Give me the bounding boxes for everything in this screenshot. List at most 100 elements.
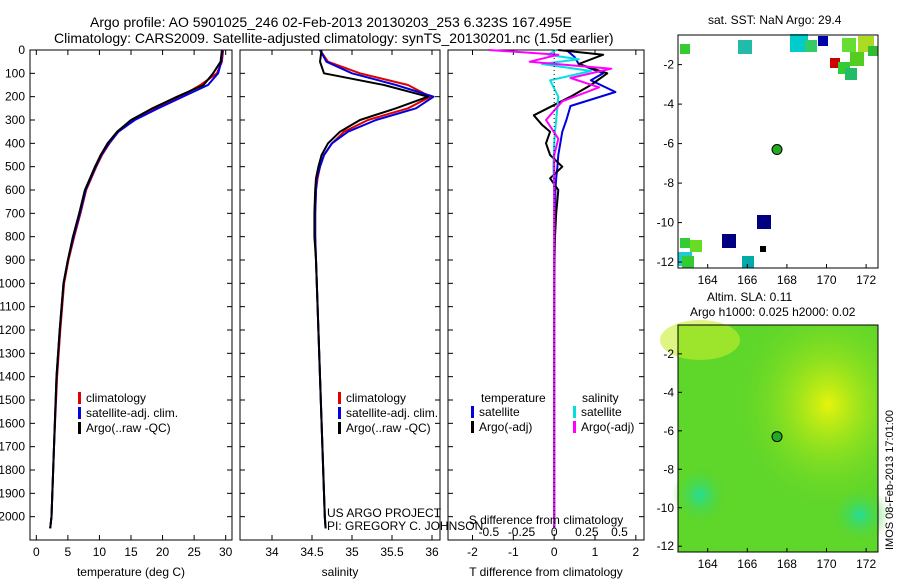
temperature-ytick-label: 800 [5,230,25,244]
argo-location-marker [771,144,783,156]
series-satellite-adj-clim- [314,49,435,529]
sal-legend-1-swatch [338,407,341,419]
differences-xtick-label: -1 [508,545,519,559]
temperature-xtick-label: 10 [93,545,107,559]
map_sst-xtick-label: 164 [698,273,718,287]
series-argo-raw-qc- [313,49,429,529]
sst-pixel [760,246,766,252]
series-salinity-argo-adj- [488,49,613,529]
temperature-ytick-label: 700 [5,206,25,220]
series-satellite-adj-clim- [49,49,224,529]
temp-legend-1-swatch [78,407,81,419]
sst-pixel [757,215,771,229]
sla-map-panel: 164 166 168 170 172 -2 -4 -6 -8 -10 -12 [657,320,890,571]
sst-pixel [805,40,817,52]
temperature-ytick-label: 600 [5,183,25,197]
map_sla-xtick-label: 172 [856,557,876,571]
sla-field-low-west [672,465,728,525]
sla-field-high-north [660,320,740,360]
sst-pixel [830,58,840,68]
temperature-ytick-label: 0 [18,43,25,57]
sst-pixel [845,68,857,80]
diff-secondary-tick-label: 0 [551,525,558,539]
sst-pixel [868,46,878,56]
temperature-xtick-label: 15 [124,545,138,559]
map_sst-ytick-label: -4 [663,97,674,111]
map_sst-xtick-label: 168 [777,273,797,287]
sst-pixel [682,256,694,268]
map_sst-xtick-label: 170 [816,273,836,287]
temperature-ytick-label: 1900 [0,486,25,500]
credit-line1: US ARGO PROJECT [327,506,442,520]
diff-legend-temp-title: temperature [481,391,546,405]
temp-legend-1-label: satellite-adj. clim. [86,406,178,420]
temperature-ytick-label: 1500 [0,393,25,407]
sal-legend-0-swatch [338,392,341,404]
temperature-xtick-label: 25 [187,545,201,559]
sla-map-title-line1: Altim. SLA: 0.11 [707,290,792,304]
temperature-xtick-label: 5 [65,545,72,559]
diff-secondary-tick-label: -0.5 [478,525,499,539]
temperature-ytick-label: 1000 [0,276,25,290]
map_sla-xtick-label: 170 [816,557,836,571]
differences-xtick-label: 1 [592,545,599,559]
map_sla-ytick-label: -4 [663,385,674,399]
temp-legend-0-swatch [78,392,81,404]
temperature-ytick-label: 300 [5,113,25,127]
diff-legend-sal-sat-swatch [573,406,576,418]
diff-legend-sal-sat-label: satellite [581,405,622,419]
temperature-ytick-label: 1100 [0,300,25,314]
temperature-xtick-label: 30 [219,545,233,559]
temperature-ytick-label: 200 [5,90,25,104]
map_sla-xtick-label: 164 [698,557,718,571]
diff-secondary-xlabel: S difference from climatology [469,513,624,527]
salinity-xtick-label: 34.5 [300,545,324,559]
temperature-ytick-label: 1200 [0,323,25,337]
map_sst-xtick-label: 166 [737,273,757,287]
salinity-xlabel: salinity [322,565,359,579]
temp-legend-0-label: climatology [86,391,146,405]
differences-xtick-label: -2 [467,545,478,559]
sst-pixel [742,256,754,268]
temperature-ytick-label: 1600 [0,416,25,430]
diff-secondary-tick-label: 0.25 [575,525,599,539]
sst-pixel [722,234,736,248]
temperature-xtick-label: 20 [156,545,170,559]
temperature-ytick-label: 2000 [0,510,25,524]
difference-panel: -2 -1 0 1 2 T difference from climatology -0.5… [447,49,645,579]
sal-legend-2-label: Argo(..raw -QC) [346,421,431,435]
differences-xtick-label: 0 [551,545,558,559]
map_sla-xtick-label: 166 [737,557,757,571]
header-line2: Climatology: CARS2009. Satellite-adjuste… [54,30,614,46]
temperature-ytick-label: 1300 [0,346,25,360]
temperature-ytick-label: 900 [5,253,25,267]
diff-legend-sal-argo-label: Argo(-adj) [581,420,634,434]
sst-pixel [790,34,808,52]
series-temperature-argo-adj- [532,49,609,529]
temp-legend-2-swatch [78,422,81,434]
sst-pixel [738,40,752,54]
temp-legend-2-label: Argo(..raw -QC) [86,421,171,435]
differences-xlabel: T difference from climatology [469,565,623,579]
temperature-xlabel: temperature (deg C) [77,565,185,579]
temperature-ytick-label: 1700 [0,440,25,454]
diff-legend-sal-title: salinity [582,391,619,405]
temperature-ytick-label: 1800 [0,463,25,477]
series-argo-raw-qc- [49,49,223,529]
credit-line2: PI: GREGORY C. JOHNSON [327,519,483,533]
sst-pixel [818,36,828,46]
map_sst-ytick-label: -12 [657,255,675,269]
sst-pixel [850,52,864,66]
differences-frame [447,49,645,541]
map_sla-ytick-label: -8 [663,462,674,476]
diff-legend-temp-argo-swatch [471,421,474,433]
map_sla-ytick-label: -6 [663,424,674,438]
map_sst-ytick-label: -8 [663,176,674,190]
argo-location-marker [771,431,783,443]
sal-legend-1-label: satellite-adj. clim. [346,406,438,420]
map_sst-frame [677,34,879,269]
sst-pixel [690,240,702,252]
sla-field-low-east [830,487,890,543]
diff-legend-temp-sat-label: satellite [479,405,520,419]
